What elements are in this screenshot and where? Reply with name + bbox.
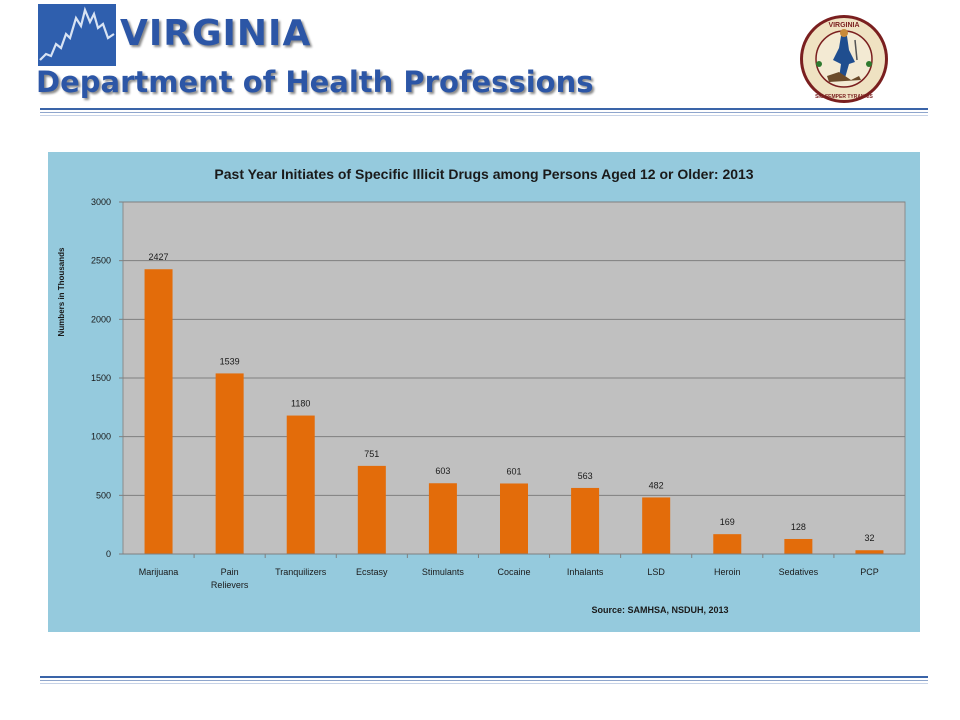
data-label: 32	[864, 533, 874, 543]
data-label: 2427	[149, 252, 169, 262]
x-tick-label: Tranquilizers	[275, 567, 327, 577]
y-tick-label: 500	[96, 490, 111, 500]
bar	[713, 534, 742, 554]
organization-state-title: VIRGINIA	[120, 13, 312, 54]
data-label: 751	[364, 449, 379, 459]
mountain-line-logo-icon	[38, 4, 116, 66]
bar	[215, 373, 244, 554]
y-tick-label: 0	[106, 549, 111, 559]
bar	[357, 465, 386, 554]
bar	[500, 483, 528, 554]
bar	[571, 487, 600, 554]
x-tick-label: Cocaine	[497, 567, 530, 577]
y-tick-label: 1000	[91, 432, 111, 442]
bar-chart: Past Year Initiates of Specific Illicit …	[57, 166, 906, 615]
y-tick-label: 1500	[91, 373, 111, 383]
bar	[144, 269, 173, 554]
seal-top-text: VIRGINIA	[828, 22, 859, 29]
plot-area: 0 500 1000 1500 2000 2500 3000 2427 Marijuana 153…	[91, 197, 906, 590]
y-tick-label: 2000	[91, 314, 111, 324]
bar	[428, 483, 457, 554]
x-tick-label: Sedatives	[779, 567, 819, 577]
data-label: 1180	[291, 399, 310, 409]
source-note: Source: SAMHSA, NSDUH, 2013	[591, 605, 728, 615]
data-label: 601	[506, 466, 521, 476]
x-tick-label: Stimulants	[422, 567, 465, 577]
x-tick-label: PCP	[860, 567, 879, 577]
y-tick-label: 3000	[91, 197, 111, 207]
data-label: 128	[791, 522, 806, 532]
header-divider	[40, 108, 928, 116]
x-tick-label: Inhalants	[567, 567, 604, 577]
bar	[286, 415, 315, 554]
footer-divider	[40, 676, 928, 684]
chart-title: Past Year Initiates of Specific Illicit …	[214, 166, 753, 182]
data-label: 563	[578, 471, 593, 481]
x-tick-label: LSD	[647, 567, 665, 577]
seal-bottom-text: SIC SEMPER TYRANNIS	[815, 94, 873, 100]
x-tick-label: Ecstasy	[356, 567, 388, 577]
bar	[784, 538, 813, 554]
x-tick-label: Heroin	[714, 567, 741, 577]
x-tick-label: Marijuana	[139, 567, 179, 577]
data-label: 482	[649, 480, 664, 490]
chart-panel: Past Year Initiates of Specific Illicit …	[48, 152, 920, 632]
bar	[642, 497, 671, 554]
x-tick-label: Relievers	[211, 580, 249, 590]
organization-department-title: Department of Health Professions	[36, 65, 594, 99]
y-axis-label: Numbers in Thousands	[57, 247, 66, 336]
y-tick-label: 2500	[91, 256, 111, 266]
data-label: 169	[720, 517, 735, 527]
data-label: 603	[435, 466, 450, 476]
x-tick-label: Pain	[221, 567, 239, 577]
data-label: 1539	[220, 356, 240, 366]
virginia-state-seal-icon: VIRGINIA SIC SEMPER TYRANNIS	[800, 15, 888, 103]
bar	[855, 550, 884, 554]
